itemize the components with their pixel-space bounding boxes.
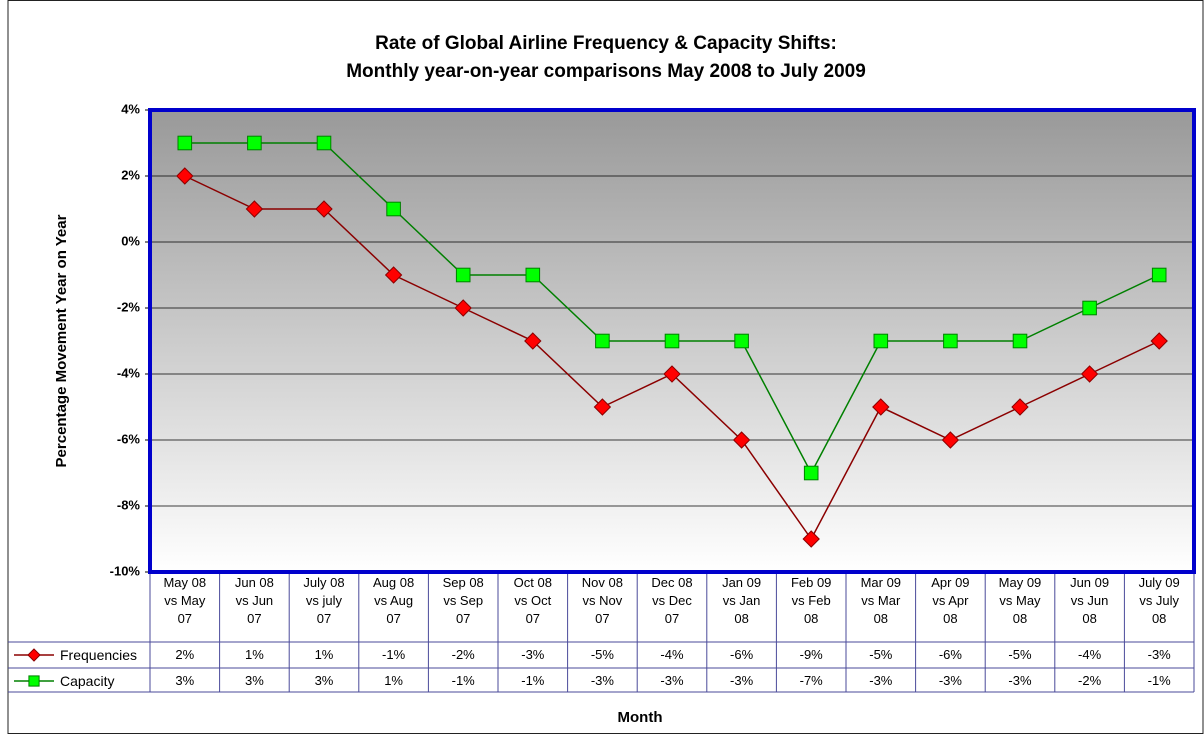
x-tick-label: July 09 vs July 08 <box>1138 575 1180 626</box>
data-table-value: 1% <box>314 647 334 662</box>
x-tick-label: Jun 09 vs Jun 08 <box>1070 575 1110 626</box>
data-point <box>245 200 264 218</box>
data-point <box>941 431 960 449</box>
data-table-value: -6% <box>938 647 962 662</box>
chart-subtitle: Monthly year-on-year comparisons May 200… <box>346 61 866 82</box>
data-point <box>386 201 401 217</box>
data-point <box>1011 398 1029 416</box>
data-point <box>664 333 680 349</box>
data-point <box>1151 267 1167 283</box>
data-table-value: -4% <box>660 647 684 662</box>
data-table-value: -3% <box>590 673 614 688</box>
data-point <box>316 135 332 151</box>
x-tick-label: Dec 08 vs Dec 07 <box>651 575 693 626</box>
y-tick-label: -6% <box>117 431 141 446</box>
data-table-value: -3% <box>938 673 962 688</box>
data-table-value: 1% <box>384 673 403 688</box>
data-table-value: -3% <box>1147 647 1171 662</box>
x-tick-label: Sep 08 vs Sep 07 <box>442 575 484 626</box>
data-point <box>177 135 193 151</box>
x-tick-label: Oct 08 vs Oct 07 <box>513 575 552 626</box>
data-table-value: -1% <box>1147 673 1171 688</box>
data-point <box>454 299 472 317</box>
y-tick-label: 2% <box>121 167 140 182</box>
data-table-value: -3% <box>1008 673 1032 688</box>
data-point <box>943 333 958 349</box>
data-table-value: -2% <box>451 647 475 662</box>
data-table-value: 3% <box>244 673 264 688</box>
x-axis-title: Month <box>618 709 663 726</box>
data-table-value: -1% <box>521 673 545 688</box>
data-point <box>595 333 610 349</box>
legend-label: Frequencies <box>60 647 138 663</box>
data-point <box>315 200 333 218</box>
data-point <box>802 530 820 548</box>
x-tick-label: Apr 09 vs Apr 08 <box>931 575 970 626</box>
y-tick-label: -4% <box>117 365 141 380</box>
x-tick-label: Feb 09 vs Feb 08 <box>790 575 832 626</box>
y-tick-label: 0% <box>121 233 140 248</box>
x-tick-label: July 08 vs july 07 <box>303 575 345 626</box>
x-tick-label: Nov 08 vs Nov 07 <box>581 575 623 626</box>
x-tick-label: Aug 08 vs Aug 07 <box>372 575 415 626</box>
y-axis-title: Percentage Movement Year on Year <box>53 214 70 467</box>
data-point <box>524 332 542 350</box>
data-table-value: -1% <box>451 673 475 688</box>
data-point <box>525 267 541 283</box>
chart-title: Rate of Global Airline Frequency & Capac… <box>375 33 837 54</box>
data-table-value: -5% <box>1008 647 1032 662</box>
legend-marker <box>27 648 41 662</box>
legend-label: Capacity <box>60 673 115 689</box>
data-point <box>663 365 681 383</box>
y-tick-label: 4% <box>121 101 140 116</box>
data-point <box>1080 365 1099 383</box>
plot-border <box>148 108 1196 574</box>
x-tick-label: Jun 08 vs Jun 07 <box>234 575 274 626</box>
data-point <box>1150 332 1168 350</box>
data-table-value: -2% <box>1078 673 1102 688</box>
data-table-value: 1% <box>244 647 264 662</box>
x-tick-label: Mar 09 vs Mar 08 <box>860 575 902 626</box>
data-table-value: -6% <box>730 647 754 662</box>
data-table-value: -4% <box>1078 647 1102 662</box>
data-table-value: -5% <box>869 647 893 662</box>
data-point <box>1012 333 1028 349</box>
y-tick-label: -2% <box>117 299 141 314</box>
data-table-value: -7% <box>799 673 823 688</box>
data-point <box>247 135 262 151</box>
x-tick-label: Jan 09 vs Jan 08 <box>722 575 762 626</box>
data-table-value: -3% <box>730 673 754 688</box>
y-tick-label: -8% <box>117 497 141 512</box>
data-table-value: -1% <box>382 647 406 662</box>
data-table-value: 2% <box>175 647 195 662</box>
x-tick-label: May 08 vs May 07 <box>163 575 207 626</box>
y-tick-label: -10% <box>110 563 141 578</box>
data-table-value: 3% <box>314 673 334 688</box>
data-point <box>872 398 890 416</box>
data-point <box>873 333 889 349</box>
data-point <box>732 431 751 449</box>
data-point <box>1082 300 1097 316</box>
data-point <box>593 398 612 416</box>
data-table-value: -9% <box>799 647 823 662</box>
data-table-value: -3% <box>869 673 893 688</box>
legend-marker <box>28 675 40 687</box>
data-point <box>176 167 194 185</box>
x-tick-label: May 09 vs May 08 <box>998 575 1042 626</box>
data-table-value: -5% <box>590 647 614 662</box>
data-table-value: -3% <box>521 647 545 662</box>
data-point <box>384 266 403 284</box>
data-point <box>734 333 749 349</box>
data-table-value: 3% <box>175 673 195 688</box>
data-table-value: -3% <box>660 673 684 688</box>
data-point <box>455 267 471 283</box>
data-point <box>803 465 819 481</box>
